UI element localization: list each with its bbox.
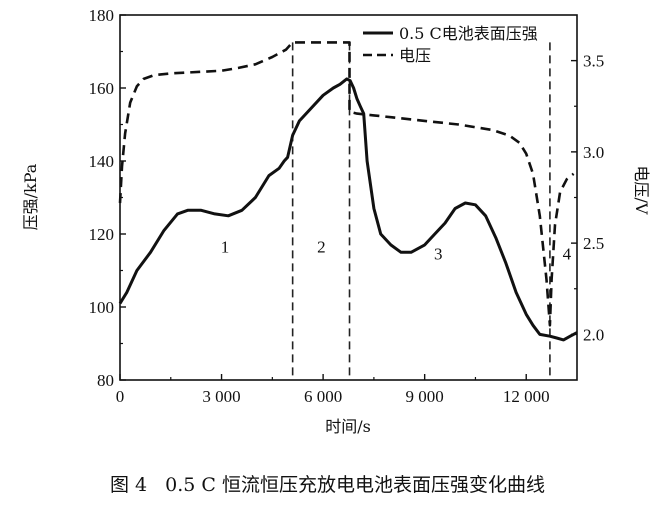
x-tick-label: 6 000: [304, 387, 342, 406]
y2-tick-label: 3.5: [583, 52, 604, 71]
y-tick-label: 100: [89, 298, 115, 317]
y2-tick-label: 2.0: [583, 325, 604, 344]
y-axis-title: 压强/kPa: [21, 163, 40, 230]
legend-label-voltage: 电压: [399, 46, 431, 65]
y-tick-label: 160: [89, 79, 115, 98]
region-label: 4: [563, 245, 572, 264]
legend: 0.5 C电池表面压强 电压: [363, 24, 538, 65]
y-tick-label: 140: [89, 152, 115, 171]
y-tick-label: 180: [89, 6, 115, 25]
x-tick-label: 3 000: [202, 387, 240, 406]
figure-caption: 图 4 0.5 C 恒流恒压充放电电池表面压强变化曲线: [0, 470, 655, 497]
figure-number: 图 4: [110, 474, 148, 496]
x-axis-title: 时间/s: [325, 417, 371, 436]
region-label: 3: [434, 245, 443, 264]
region-label: 1: [221, 237, 230, 256]
y2-axis-title: 电压/V: [632, 166, 651, 215]
figure-caption-text: 0.5 C 恒流恒压充放电电池表面压强变化曲线: [165, 474, 545, 496]
y-tick-label: 120: [89, 225, 115, 244]
voltage-series-line: [118, 41, 575, 327]
x-tick-label: 12 000: [503, 387, 550, 406]
x-tick-label: 0: [116, 387, 125, 406]
region-label: 2: [317, 237, 326, 256]
y2-tick-label: 2.5: [583, 234, 604, 253]
pressure-series-line: [118, 77, 578, 342]
x-tick-label: 9 000: [406, 387, 444, 406]
y-tick-label: 80: [97, 371, 114, 390]
chart-figure: 0 3 000 6 000 9 000 12 000 80 100 120 140 160 180 2…: [21, 6, 651, 436]
y2-tick-label: 3.0: [583, 143, 604, 162]
legend-label-pressure: 0.5 C电池表面压强: [399, 24, 538, 43]
